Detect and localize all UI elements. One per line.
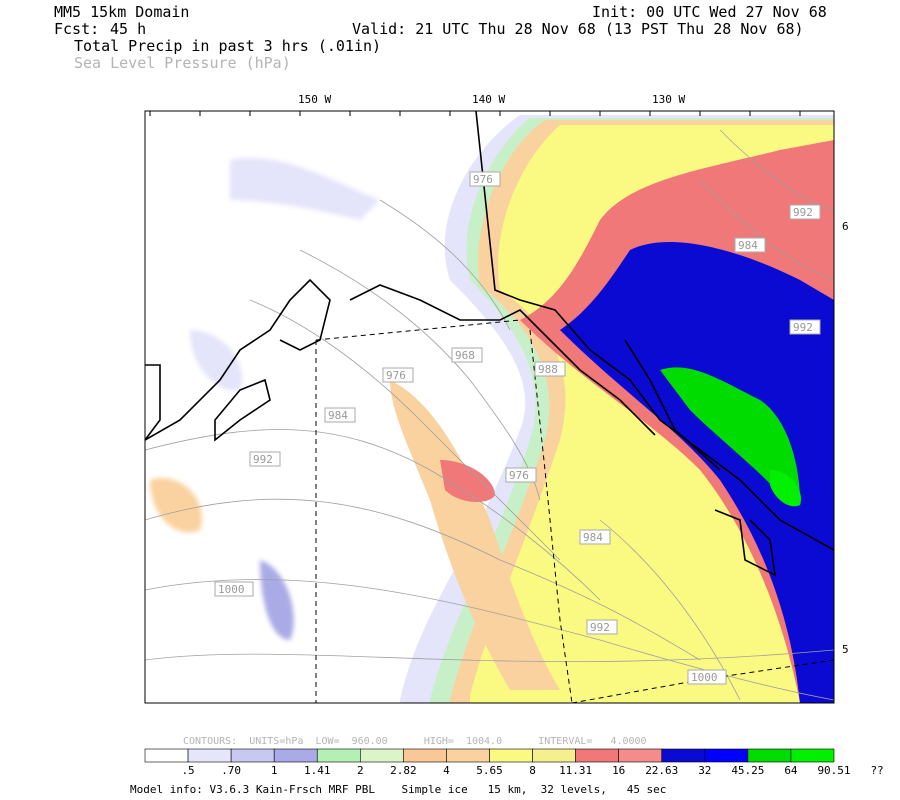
pressure-label: 992 bbox=[586, 619, 618, 635]
colorbar-swatch bbox=[403, 748, 447, 763]
colorbar-swatch bbox=[532, 748, 576, 763]
pressure-label: 976 bbox=[505, 467, 537, 483]
colorbar-swatch bbox=[575, 748, 619, 763]
lat-label-6: 6 bbox=[842, 220, 849, 233]
domain-title: MM5 15km Domain bbox=[54, 3, 190, 21]
coastline bbox=[145, 111, 834, 577]
svg-text:1000: 1000 bbox=[691, 671, 718, 684]
lon-label-150w: 150 W bbox=[298, 93, 331, 106]
colorbar-swatch bbox=[618, 748, 663, 763]
svg-text:984: 984 bbox=[583, 531, 603, 544]
lon-label-130w: 130 W bbox=[652, 93, 685, 106]
colorbar-label: .70 bbox=[221, 764, 242, 777]
colorbar-label: 64 bbox=[784, 764, 798, 777]
pressure-label: 984 bbox=[734, 237, 766, 253]
svg-text:976: 976 bbox=[473, 173, 493, 186]
field-precip-title: Total Precip in past 3 hrs (.01in) bbox=[74, 37, 382, 55]
pressure-label: 984 bbox=[324, 407, 356, 423]
colorbar-label: 1.41 bbox=[304, 764, 331, 777]
svg-text:976: 976 bbox=[386, 369, 406, 382]
colorbar-swatch bbox=[661, 748, 706, 763]
svg-text:1000: 1000 bbox=[218, 583, 245, 596]
colorbar-swatch bbox=[489, 748, 533, 763]
colorbar-swatch bbox=[273, 748, 318, 763]
colorbar-label: 1 bbox=[270, 764, 278, 777]
colorbar-label: 8 bbox=[529, 764, 536, 777]
pressure-label: 992 bbox=[789, 204, 821, 220]
colorbar-label: 45.25 bbox=[731, 764, 765, 777]
lat-label-5: 5 bbox=[842, 643, 849, 656]
pressure-label: 988 bbox=[534, 361, 566, 377]
colorbar-label: 22.63 bbox=[645, 764, 679, 777]
pressure-label: 1000 bbox=[687, 669, 727, 685]
colorbar-label: 11.31 bbox=[559, 764, 593, 777]
pressure-label: 976 bbox=[469, 171, 501, 187]
pressure-labels: 976 992 984 968 988 976 984 992 976 984 … bbox=[214, 171, 821, 685]
pressure-label: 1000 bbox=[214, 581, 254, 597]
pressure-label: 976 bbox=[382, 367, 414, 383]
pressure-label: 992 bbox=[789, 319, 821, 335]
colorbar-label: 4 bbox=[443, 764, 450, 777]
svg-text:988: 988 bbox=[538, 363, 558, 376]
svg-text:976: 976 bbox=[509, 469, 529, 482]
colorbar-swatch bbox=[446, 748, 490, 763]
colorbar-swatch bbox=[144, 748, 189, 763]
contour-info: CONTOURS: UNITS=hPa LOW= 960.00 HIGH= 10… bbox=[183, 736, 647, 747]
map-frame bbox=[144, 110, 835, 704]
lon-label-140w: 140 W bbox=[472, 93, 505, 106]
colorbar-swatch bbox=[790, 748, 835, 763]
svg-text:968: 968 bbox=[455, 349, 475, 362]
forecast-hours: 45 h bbox=[110, 20, 147, 38]
colorbar-swatch bbox=[187, 748, 232, 763]
model-info: Model info: V3.6.3 Kain-Frsch MRF PBL Si… bbox=[130, 783, 667, 796]
colorbar-swatch bbox=[360, 748, 404, 763]
colorbar-label: ?? bbox=[870, 764, 884, 777]
colorbar-swatch bbox=[230, 748, 275, 763]
colorbar-label: 2 bbox=[357, 764, 364, 777]
init-time: Init: 00 UTC Wed 27 Nov 68 bbox=[592, 3, 827, 21]
colorbar-swatch bbox=[747, 748, 792, 763]
colorbar bbox=[144, 748, 835, 763]
colorbar-label: 16 bbox=[612, 764, 626, 777]
pressure-label: 968 bbox=[451, 347, 483, 363]
svg-text:984: 984 bbox=[738, 239, 758, 252]
svg-text:984: 984 bbox=[328, 409, 348, 422]
colorbar-swatch bbox=[704, 748, 749, 763]
colorbar-label: 2.82 bbox=[390, 764, 417, 777]
colorbar-label: 32 bbox=[698, 764, 712, 777]
pressure-label: 984 bbox=[579, 529, 611, 545]
svg-text:992: 992 bbox=[590, 621, 610, 634]
pressure-contours bbox=[145, 129, 834, 701]
colorbar-label: .5 bbox=[181, 764, 195, 777]
colorbar-label: 90.51 bbox=[817, 764, 851, 777]
frame-ticks bbox=[149, 111, 801, 116]
svg-text:992: 992 bbox=[253, 453, 273, 466]
svg-text:992: 992 bbox=[793, 206, 813, 219]
colorbar-swatch bbox=[316, 748, 361, 763]
precip-field bbox=[150, 115, 834, 703]
svg-text:992: 992 bbox=[793, 321, 813, 334]
pressure-label: 992 bbox=[249, 451, 281, 467]
field-pressure-title: Sea Level Pressure (hPa) bbox=[74, 54, 291, 72]
forecast-label: Fcst: bbox=[54, 20, 100, 38]
colorbar-label: 5.65 bbox=[476, 764, 503, 777]
valid-time: Valid: 21 UTC Thu 28 Nov 68 (13 PST Thu … bbox=[352, 20, 804, 38]
